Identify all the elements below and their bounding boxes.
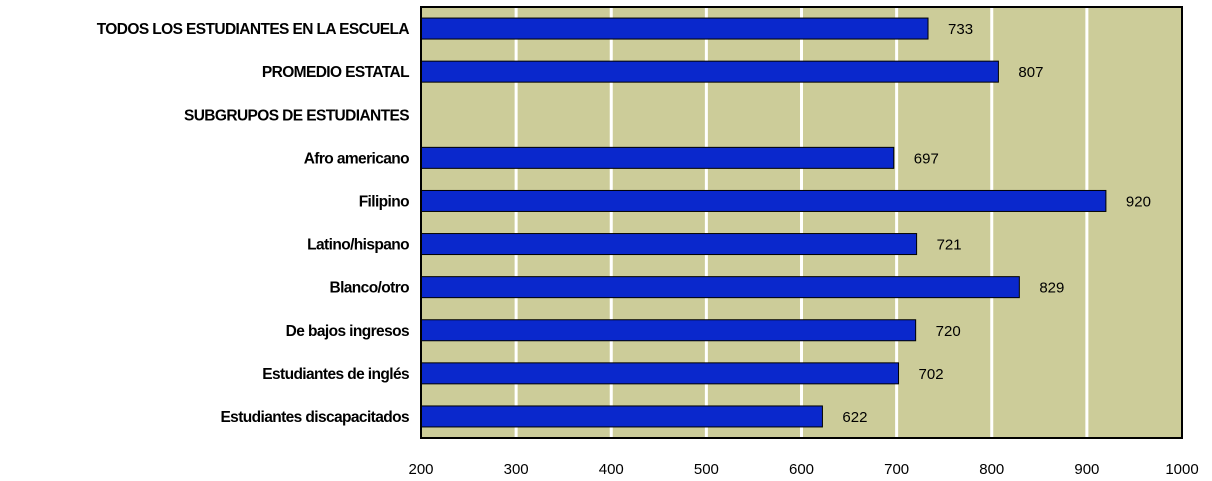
x-tick-label-200: 200 xyxy=(408,461,433,478)
x-tick-label-400: 400 xyxy=(599,461,624,478)
x-tick-label-700: 700 xyxy=(884,461,909,478)
value-label-estudiantes-discapacitados: 622 xyxy=(842,409,867,426)
bar-filipino xyxy=(420,189,1107,212)
x-tick-label-800: 800 xyxy=(979,461,1004,478)
category-label-estudiantes-discapacitados: Estudiantes discapacitados xyxy=(220,409,409,426)
x-tick-label-500: 500 xyxy=(694,461,719,478)
bar-promedio-estatal xyxy=(420,60,999,83)
category-label-estudiantes-de-ingles: Estudiantes de inglés xyxy=(262,366,409,383)
plot-frame xyxy=(420,6,1183,439)
value-label-todos-los-estudiantes-en-la-escuela: 733 xyxy=(948,21,973,38)
value-label-latino-hispano: 721 xyxy=(937,237,962,254)
bar-de-bajos-ingresos xyxy=(420,319,917,342)
category-label-todos-los-estudiantes-en-la-escuela: TODOS LOS ESTUDIANTES EN LA ESCUELA xyxy=(97,21,410,38)
bar-estudiantes-de-ingles xyxy=(420,362,900,385)
category-labels: TODOS LOS ESTUDIANTES EN LA ESCUELA PROME… xyxy=(97,21,410,426)
category-label-subgrupos-de-estudiantes: SUBGRUPOS DE ESTUDIANTES xyxy=(184,107,409,124)
category-label-latino-hispano: Latino/hispano xyxy=(307,237,409,254)
category-label-blanco-otro: Blanco/otro xyxy=(329,280,409,297)
bar-blanco-otro xyxy=(420,276,1020,299)
value-label-blanco-otro: 829 xyxy=(1039,280,1064,297)
value-label-promedio-estatal: 807 xyxy=(1018,64,1043,81)
value-label-filipino: 920 xyxy=(1126,193,1151,210)
value-label-afro-americano: 697 xyxy=(914,150,939,167)
value-labels: 733 807 697 920 721 829 720 702 622 xyxy=(842,21,1151,426)
value-label-de-bajos-ingresos: 720 xyxy=(936,323,961,340)
bars xyxy=(420,17,1107,428)
x-tick-label-600: 600 xyxy=(789,461,814,478)
category-label-de-bajos-ingresos: De bajos ingresos xyxy=(286,323,409,340)
x-tick-label-900: 900 xyxy=(1074,461,1099,478)
x-tick-label-300: 300 xyxy=(504,461,529,478)
category-label-afro-americano: Afro americano xyxy=(304,150,409,167)
bar-latino-hispano xyxy=(420,233,918,256)
bar-todos-los-estudiantes-en-la-escuela xyxy=(420,17,929,40)
bar-estudiantes-discapacitados xyxy=(420,405,823,428)
bar-afro-americano xyxy=(420,146,895,169)
value-label-estudiantes-de-ingles: 702 xyxy=(919,366,944,383)
category-label-promedio-estatal: PROMEDIO ESTATAL xyxy=(262,64,409,81)
x-tick-label-1000: 1000 xyxy=(1165,461,1198,478)
category-label-filipino: Filipino xyxy=(359,193,409,210)
x-axis-tick-labels: 200 300 400 500 600 700 800 900 1000 xyxy=(408,461,1198,478)
